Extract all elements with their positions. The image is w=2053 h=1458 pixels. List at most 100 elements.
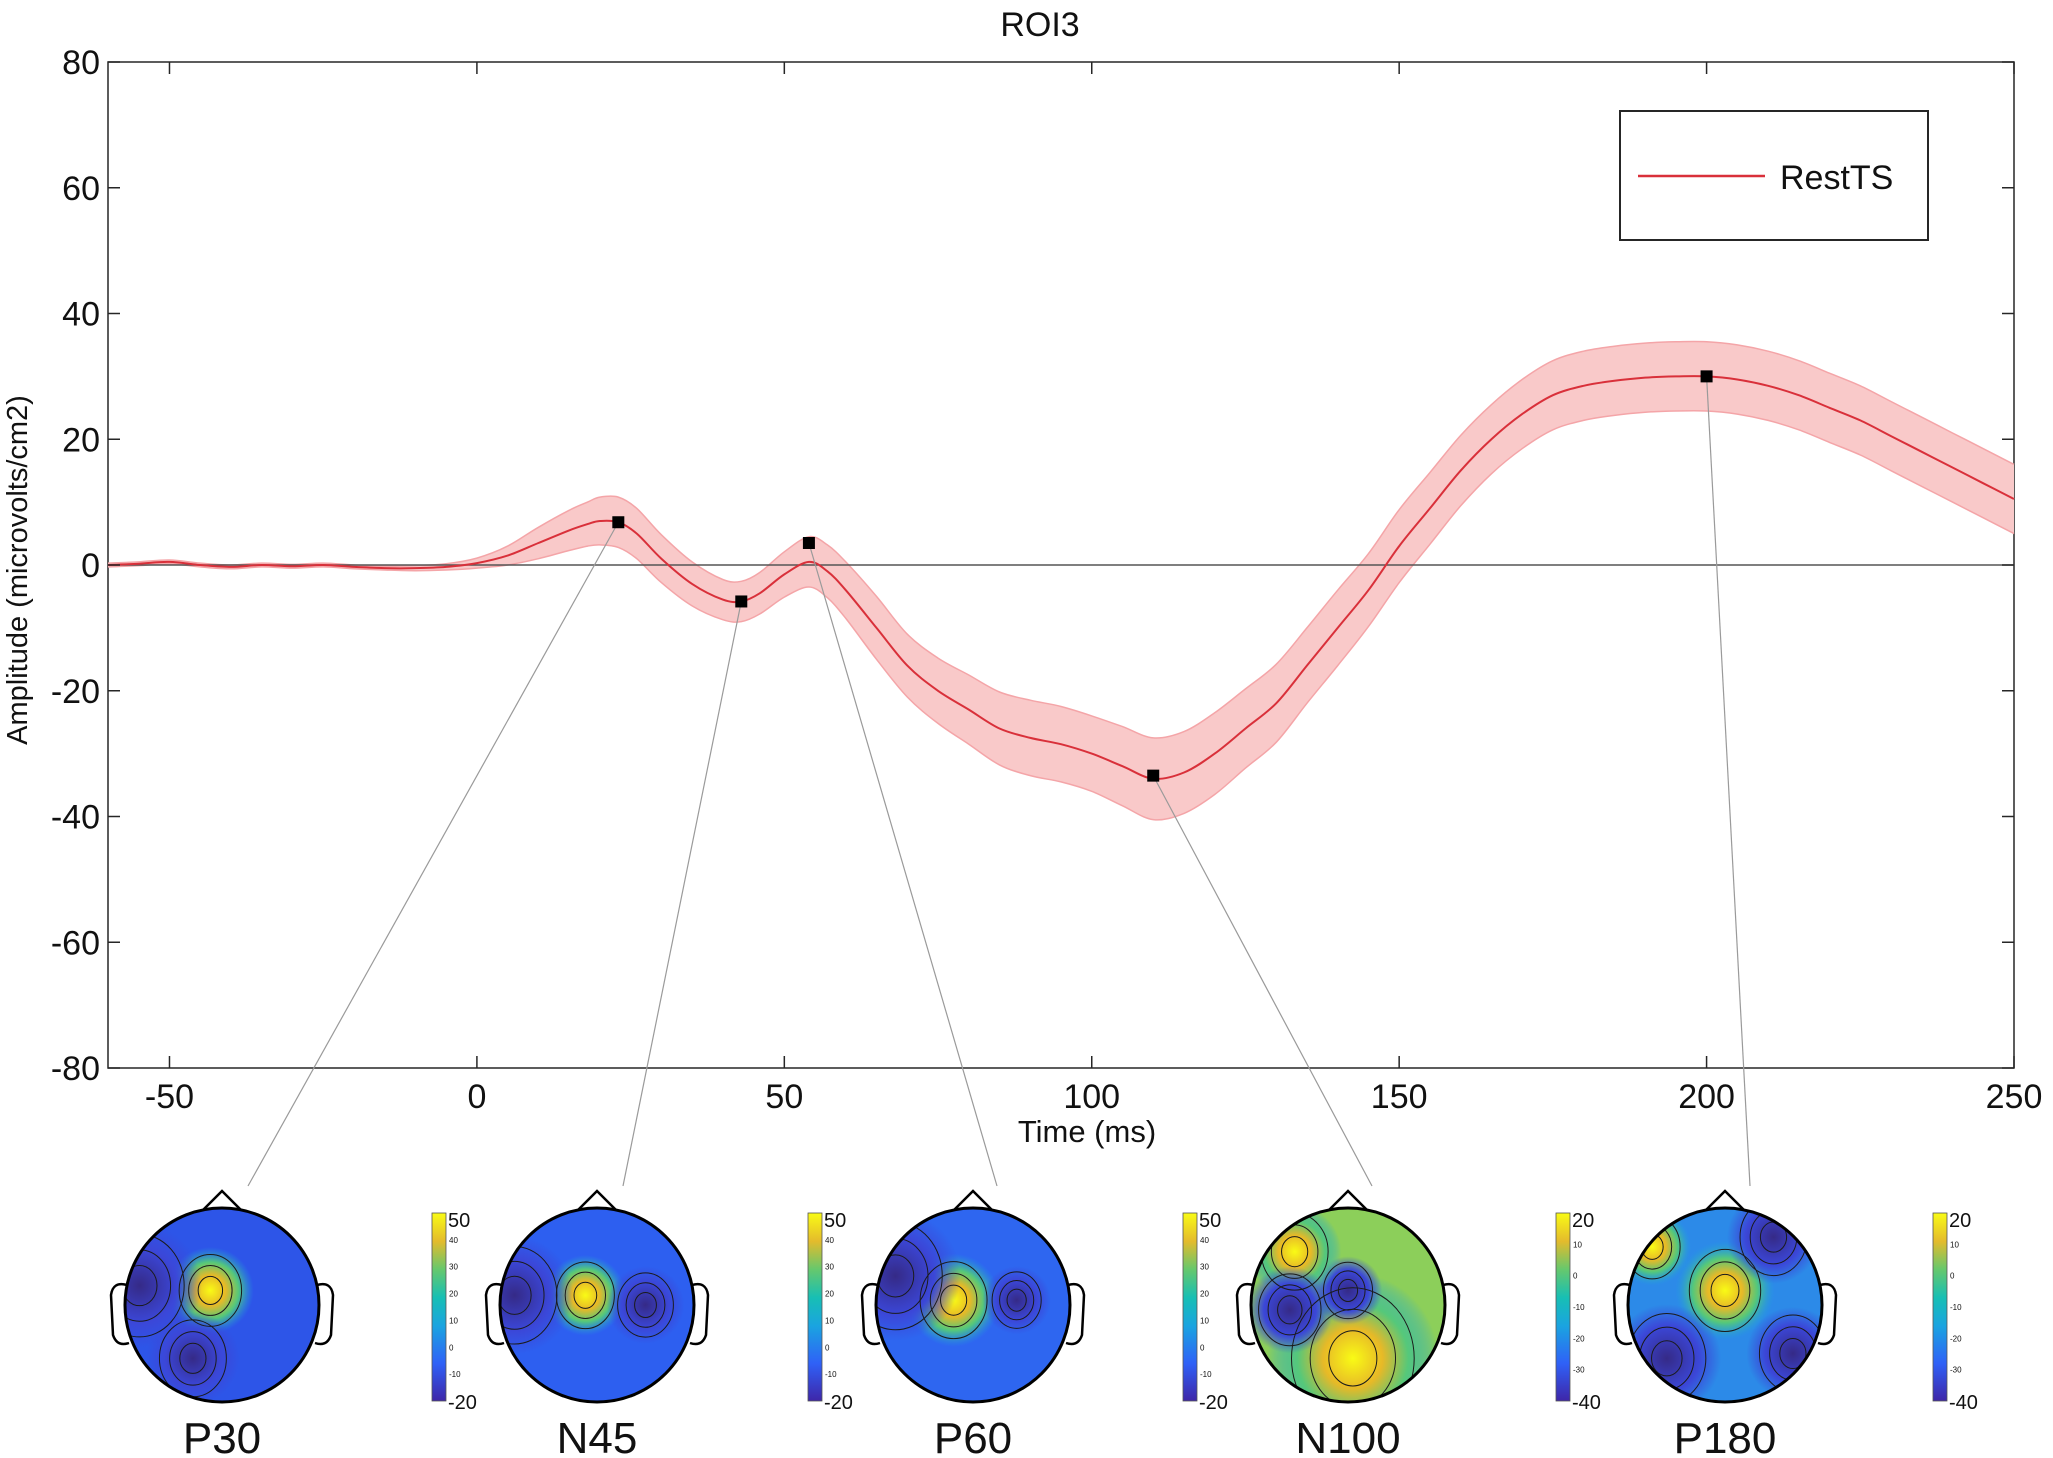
topomap-contour	[573, 1281, 598, 1309]
topomap-contour	[634, 1291, 657, 1319]
colorbar: 50 -20 40 30 20 10 0 -10	[807, 1210, 853, 1414]
connector-line	[622, 601, 742, 1187]
topomap-contour	[1290, 1287, 1415, 1402]
topomap-contour	[940, 1284, 968, 1316]
topomap-contour	[1258, 1273, 1322, 1347]
head-nose	[201, 1189, 243, 1212]
topomap-contour	[1277, 1295, 1303, 1325]
colorbar-tick-label: 0	[1950, 1272, 1955, 1281]
colorbar-min-label: -40	[1572, 1392, 1601, 1414]
x-axis-label: Time (ms)	[1018, 1114, 1156, 1149]
colorbar-max-label: 20	[1572, 1210, 1594, 1232]
y-tick-label: -40	[51, 799, 100, 837]
colorbar-tick-label: 20	[1200, 1290, 1209, 1299]
colorbar-min-label: -20	[824, 1392, 853, 1414]
marker-p30	[612, 516, 625, 529]
head-nose	[1704, 1189, 1746, 1212]
y-tick-label: 40	[62, 296, 100, 334]
x-tick-label: 100	[1063, 1078, 1120, 1116]
y-tick-label: -20	[51, 673, 100, 711]
topomap-field	[1628, 1208, 1822, 1402]
topomap-contour	[1322, 1261, 1374, 1320]
topomap-n100: N100 20 -40 10 0 -10 -20 -30	[1235, 1189, 1601, 1458]
topomap-contour	[500, 1275, 532, 1315]
topomap-label: N45	[557, 1414, 638, 1458]
x-tick-label: 250	[1986, 1078, 2043, 1116]
colorbar-tick-label: -20	[1573, 1334, 1585, 1343]
colorbar: 20 -40 10 0 -10 -20 -30	[1932, 1210, 1978, 1414]
legend-entry-label: RestTS	[1780, 159, 1893, 197]
colorbar: 50 -20 40 30 20 10 0 -10	[431, 1210, 477, 1414]
topomap-negative-region	[146, 1311, 240, 1402]
topomap-contour	[1699, 1261, 1751, 1320]
y-tick-label: 80	[62, 44, 100, 82]
colorbar-tick-label: -10	[1950, 1303, 1962, 1312]
colorbar-tick-label: -20	[1950, 1334, 1962, 1343]
colorbar-tick-label: 40	[1200, 1236, 1209, 1245]
head-nose	[1327, 1189, 1369, 1212]
confidence-band	[108, 341, 2014, 820]
head-outline	[123, 1206, 321, 1404]
topomap-p180: P180 20 -40 10 0 -10 -20 -30	[1612, 1189, 1978, 1458]
head-nose	[952, 1189, 994, 1212]
colorbar-tick-label: 0	[1573, 1272, 1578, 1281]
head-outline	[1626, 1206, 1824, 1404]
colorbar-tick-label: 30	[1200, 1263, 1209, 1272]
colorbar-tick-label: -10	[1573, 1303, 1585, 1312]
topomap-contour	[1281, 1236, 1309, 1268]
confidence-band-layer	[107, 340, 2015, 821]
topomap-label: P30	[183, 1414, 261, 1458]
y-tick-label: 20	[62, 421, 100, 459]
topomap-negative-region	[1726, 1208, 1821, 1284]
colorbar-max-label: 50	[1199, 1210, 1221, 1232]
topomap-contour	[625, 1282, 666, 1328]
topomap-label: P180	[1674, 1414, 1777, 1458]
colorbar-gradient	[1555, 1212, 1571, 1402]
topomap-contour	[1628, 1312, 1707, 1402]
head-outline	[1249, 1206, 1447, 1404]
topomap-negative-region	[1251, 1266, 1334, 1354]
topomap-negative-region	[500, 1236, 574, 1355]
connector-line	[1705, 376, 1751, 1187]
topomap-contour	[991, 1271, 1042, 1329]
topomap-p60: P60 50 -20 40 30 20 10 0 -10	[860, 1189, 1228, 1458]
connector-line	[247, 521, 619, 1187]
colorbar-max-label: 20	[1949, 1210, 1971, 1232]
colorbar-tick-label: 30	[449, 1263, 458, 1272]
series-line-layer	[107, 375, 2015, 780]
head-nose	[576, 1189, 618, 1212]
topomap-contour	[1267, 1284, 1313, 1336]
colorbar-tick-label: 20	[825, 1290, 834, 1299]
topomap-contour	[564, 1271, 607, 1320]
colorbar-min-label: -20	[448, 1392, 477, 1414]
colorbar-max-label: 50	[448, 1210, 470, 1232]
topomap-label: P60	[934, 1414, 1012, 1458]
band-upper-edge	[107, 340, 2015, 739]
colorbar-tick-label: -30	[1573, 1366, 1585, 1375]
topomap-contour	[179, 1342, 207, 1374]
topomap-p30: P30 50 -20 40 30 20 10 0 -10	[109, 1189, 477, 1458]
x-tick-label: 0	[467, 1078, 486, 1116]
colorbar-tick-label: 10	[1573, 1240, 1582, 1249]
marker-p60	[802, 536, 815, 549]
topomap-field	[125, 1208, 319, 1402]
topomap-contour	[125, 1265, 158, 1307]
y-axis-label: Amplitude (microvolts/cm2)	[2, 395, 34, 745]
topomap-contour	[169, 1331, 217, 1386]
topomap-contour	[1006, 1288, 1027, 1312]
colorbar-tick-label: 40	[449, 1236, 458, 1245]
colorbar-gradient	[1932, 1212, 1948, 1402]
marker-n100	[1147, 769, 1160, 782]
colorbar-min-label: -40	[1949, 1392, 1978, 1414]
band-lower-edge	[107, 409, 2015, 821]
topomap-field	[500, 1208, 694, 1402]
colorbar-tick-label: 10	[1950, 1240, 1959, 1249]
colorbar-gradient	[431, 1212, 447, 1402]
colorbar-tick-label: -10	[1200, 1370, 1212, 1379]
colorbar-tick-label: -10	[825, 1370, 837, 1379]
colorbar-tick-label: 10	[825, 1316, 834, 1325]
head-outline	[874, 1206, 1072, 1404]
colorbar-tick-label: 10	[449, 1316, 458, 1325]
topomap-contour	[1328, 1330, 1378, 1387]
